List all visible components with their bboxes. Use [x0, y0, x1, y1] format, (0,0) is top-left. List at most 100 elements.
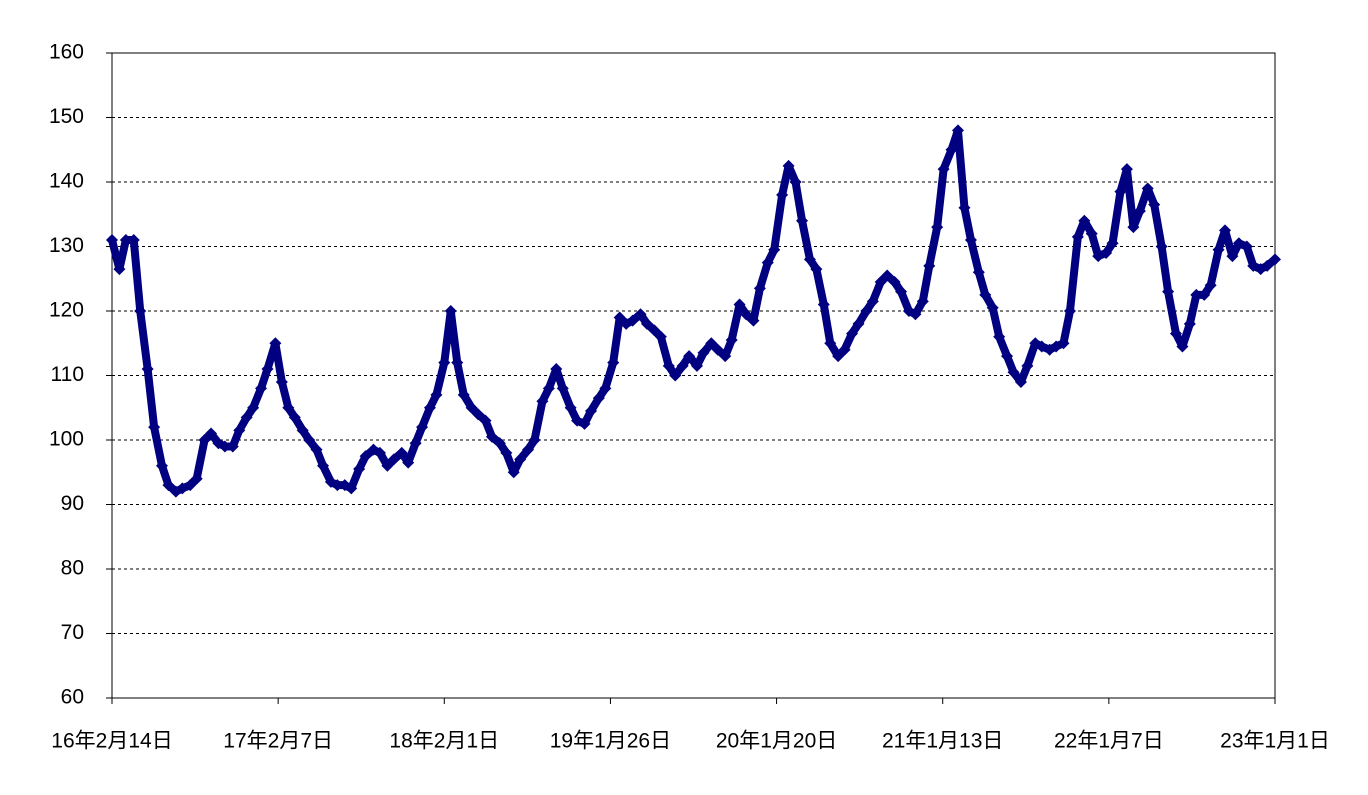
y-tick-label: 130: [49, 234, 84, 257]
x-tick-label: 17年2月7日: [223, 730, 333, 753]
data-point: [648, 324, 661, 337]
data-point: [740, 308, 753, 321]
data-point: [190, 472, 203, 485]
data-point: [747, 314, 760, 327]
data-point: [416, 421, 429, 434]
data-point: [247, 401, 260, 414]
data-point: [1141, 182, 1154, 195]
data-point: [148, 421, 161, 434]
data-point: [1269, 253, 1281, 266]
data-point: [485, 430, 498, 443]
y-tick-label: 140: [49, 170, 84, 193]
data-point: [584, 404, 597, 417]
data-point: [972, 266, 985, 279]
data-point: [269, 337, 282, 350]
data-point: [381, 459, 394, 472]
y-tick-label: 150: [49, 105, 84, 128]
data-point: [472, 408, 485, 421]
data-point: [296, 424, 309, 437]
data-point: [373, 446, 386, 459]
data-point: [184, 479, 197, 492]
x-tick-label: 22年1月7日: [1054, 730, 1164, 753]
data-point: [613, 311, 626, 324]
data-point: [218, 440, 231, 453]
data-point: [860, 305, 873, 317]
data-point: [916, 295, 929, 308]
data-point: [1133, 205, 1146, 218]
data-point: [662, 359, 675, 372]
data-point: [964, 234, 977, 247]
data-point: [753, 282, 766, 295]
data-point: [479, 414, 492, 427]
data-point: [500, 446, 513, 459]
data-point: [789, 176, 802, 188]
data-point: [119, 234, 132, 247]
data-point: [1106, 237, 1119, 250]
data-point: [1001, 350, 1014, 363]
data-point: [288, 411, 301, 424]
data-point: [1100, 246, 1113, 259]
data-point: [782, 159, 795, 172]
data-point: [881, 269, 894, 282]
data-point: [1148, 198, 1161, 211]
data-point: [690, 359, 703, 372]
data-point: [113, 263, 126, 276]
data-point: [282, 401, 295, 414]
data-point: [719, 350, 732, 363]
data-point: [711, 343, 724, 356]
data-point: [303, 434, 316, 446]
data-point: [536, 395, 549, 408]
x-tick-label: 21年1月13日: [882, 730, 1003, 753]
data-point: [507, 466, 520, 479]
data-point: [457, 388, 470, 401]
data-point: [592, 392, 605, 405]
data-point: [866, 295, 879, 308]
data-point: [761, 256, 774, 269]
data-point: [846, 327, 859, 340]
data-point: [1078, 214, 1091, 227]
data-point: [240, 411, 253, 424]
data-point: [162, 479, 175, 492]
data-point: [838, 343, 851, 356]
y-tick-label: 60: [61, 686, 84, 709]
data-point: [796, 214, 809, 227]
data-point: [993, 330, 1006, 343]
y-tick-label: 80: [61, 557, 84, 580]
data-point: [387, 453, 400, 466]
data-point: [556, 382, 569, 395]
data-point: [1063, 305, 1076, 317]
y-tick-label: 100: [49, 428, 84, 451]
data-point: [409, 437, 422, 450]
x-tick-label: 16年2月14日: [51, 730, 172, 753]
data-point: [909, 308, 922, 321]
data-point: [423, 401, 436, 414]
data-point: [359, 450, 372, 463]
data-point: [1085, 227, 1098, 240]
data-point: [1261, 259, 1274, 272]
data-point: [353, 463, 366, 476]
y-tick-label: 90: [61, 492, 84, 515]
data-point: [430, 388, 443, 401]
data-point: [255, 382, 268, 395]
data-point: [979, 288, 992, 301]
data-point: [134, 305, 147, 317]
data-point: [1176, 340, 1189, 353]
data-point: [451, 356, 464, 369]
data-point: [106, 234, 118, 247]
data-point: [127, 234, 140, 247]
data-point: [824, 337, 837, 350]
data-point: [1155, 240, 1168, 253]
data-point: [331, 479, 344, 492]
data-point: [1226, 250, 1239, 263]
data-point: [607, 356, 620, 369]
data-point: [395, 446, 408, 459]
data-point: [155, 459, 168, 472]
data-point: [310, 443, 323, 456]
data-point: [542, 382, 555, 395]
y-tick-label: 110: [51, 363, 84, 386]
data-point: [550, 363, 563, 376]
data-point: [733, 298, 746, 311]
data-point: [317, 459, 330, 472]
y-tick-label: 160: [49, 41, 84, 64]
